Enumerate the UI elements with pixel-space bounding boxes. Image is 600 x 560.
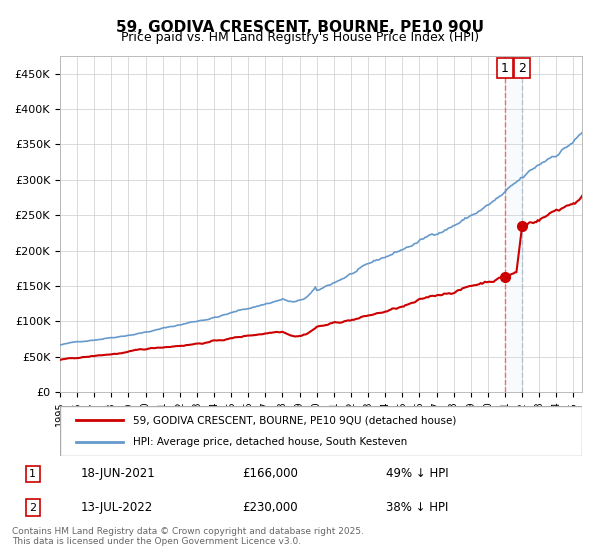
Bar [505,56,522,392]
Text: £230,000: £230,000 [242,501,298,514]
Text: 59, GODIVA CRESCENT, BOURNE, PE10 9QU (detached house): 59, GODIVA CRESCENT, BOURNE, PE10 9QU (d… [133,415,457,425]
Text: 1: 1 [29,469,36,479]
Text: 2: 2 [29,502,37,512]
Text: 13-JUL-2022: 13-JUL-2022 [81,501,154,514]
Text: Price paid vs. HM Land Registry's House Price Index (HPI): Price paid vs. HM Land Registry's House … [121,31,479,44]
Text: £166,000: £166,000 [242,468,298,480]
Text: 59, GODIVA CRESCENT, BOURNE, PE10 9QU: 59, GODIVA CRESCENT, BOURNE, PE10 9QU [116,20,484,35]
FancyBboxPatch shape [60,406,582,456]
Text: HPI: Average price, detached house, South Kesteven: HPI: Average price, detached house, Sout… [133,437,407,447]
Text: Contains HM Land Registry data © Crown copyright and database right 2025.
This d: Contains HM Land Registry data © Crown c… [12,526,364,546]
Text: 38% ↓ HPI: 38% ↓ HPI [386,501,449,514]
Text: 2: 2 [518,62,526,74]
Text: 49% ↓ HPI: 49% ↓ HPI [386,468,449,480]
Text: 18-JUN-2021: 18-JUN-2021 [81,468,156,480]
Text: 1: 1 [501,62,509,74]
